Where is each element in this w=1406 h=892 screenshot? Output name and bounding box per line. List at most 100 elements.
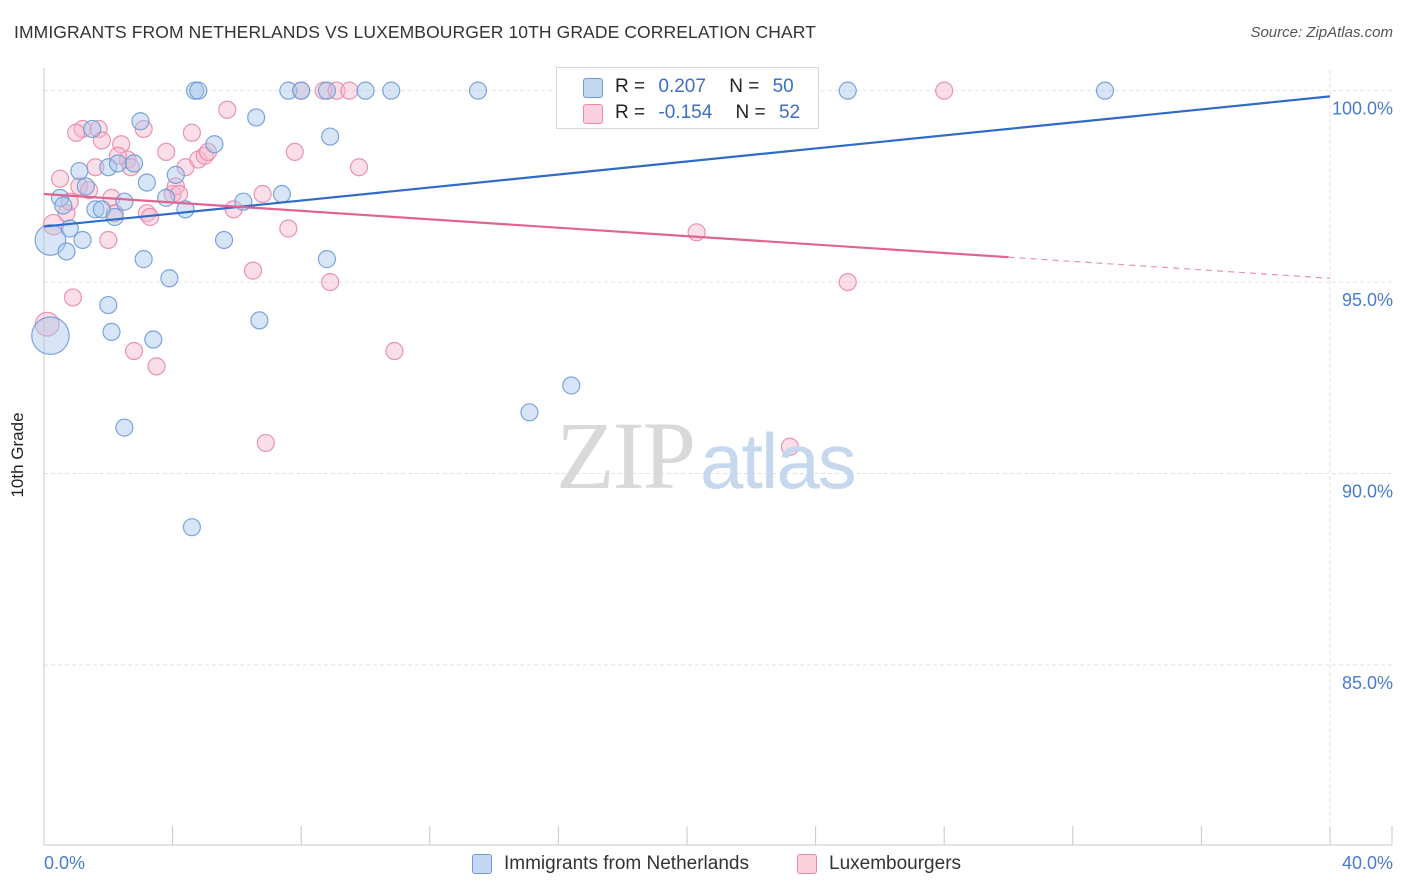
bottom-legend-netherlands: Immigrants from Netherlands [472, 852, 749, 876]
netherlands-point [182, 518, 201, 537]
luxembourger-point [147, 357, 166, 376]
luxembourger-point [327, 81, 346, 100]
netherlands-point [166, 165, 185, 184]
zipatlas-watermark: ZIPatlas [556, 402, 857, 509]
legend-r-label: R = [615, 76, 646, 97]
netherlands-point [83, 119, 102, 139]
netherlands-point [247, 108, 266, 127]
netherlands-point [562, 376, 581, 395]
luxembourger-point [124, 341, 144, 361]
luxembourger-point [70, 177, 89, 196]
netherlands-point [272, 184, 292, 204]
netherlands-point [76, 177, 95, 196]
netherlands-point [137, 173, 156, 192]
netherlands-point [131, 112, 150, 131]
luxembourger-point [63, 288, 83, 307]
luxembourger-point [67, 123, 86, 142]
netherlands-point [321, 127, 340, 146]
luxembourger-point [780, 437, 799, 456]
y-tick-label: 100.0% [1332, 99, 1393, 119]
netherlands-point [54, 196, 73, 215]
bottom-legend-swatch-blue [472, 854, 492, 874]
bottom-legend-label: Luxembourgers [829, 853, 962, 874]
netherlands-point [73, 230, 92, 250]
netherlands-point [102, 322, 121, 341]
luxembourger-point [243, 261, 263, 280]
netherlands-point [292, 81, 311, 100]
netherlands-point [57, 242, 76, 261]
legend-swatch-pink [583, 104, 603, 124]
luxembourger-point [349, 158, 369, 177]
luxembourger-point [50, 169, 70, 188]
y-tick-label: 85.0% [1342, 673, 1393, 693]
y-axis-tick-labels: 85.0% 90.0% 95.0% 100.0% [1332, 99, 1393, 693]
x-tick-label: 0.0% [44, 853, 85, 873]
x-axis-ticks [43, 826, 1393, 845]
netherlands-point [520, 403, 539, 422]
chart-source: Source: ZipAtlas.com [1250, 24, 1393, 41]
netherlands-point [317, 250, 337, 269]
bottom-legend-swatch-pink [797, 854, 817, 874]
legend-r-value: -0.154 [658, 102, 713, 123]
series-netherlands-points [31, 81, 1115, 537]
netherlands-point [34, 224, 67, 256]
luxembourger-point [285, 142, 304, 162]
luxembourger-point [340, 81, 359, 100]
netherlands-point [115, 192, 134, 211]
netherlands-point [382, 81, 401, 100]
luxembourger-point [218, 100, 237, 119]
luxembourger-point [253, 184, 272, 204]
legend-r-label: R = [615, 102, 646, 123]
netherlands-point [105, 207, 124, 227]
luxembourger-point [279, 219, 298, 238]
netherlands-point [205, 135, 224, 154]
gridlines [44, 70, 1392, 845]
netherlands-point [279, 81, 298, 100]
netherlands-point [250, 311, 269, 330]
netherlands-point [160, 269, 179, 288]
luxembourger-point [935, 81, 954, 100]
x-axis-tick-labels: 0.0% 40.0% [44, 853, 1393, 873]
chart-title: IMMIGRANTS FROM NETHERLANDS VS LUXEMBOUR… [14, 22, 816, 42]
luxembourger-point [385, 341, 404, 361]
netherlands-point [99, 295, 118, 315]
x-tick-label: 40.0% [1342, 853, 1393, 873]
netherlands-point [144, 330, 163, 349]
legend-n-label: N = [729, 76, 760, 97]
luxembourger-trend-extension [1008, 256, 1331, 279]
netherlands-point [317, 81, 337, 100]
luxembourger-trend-line [43, 192, 1009, 259]
netherlands-point [468, 81, 488, 100]
netherlands-point [134, 250, 153, 269]
luxembourger-point [99, 230, 118, 250]
luxembourger-point [89, 119, 108, 139]
netherlands-point [838, 81, 857, 100]
luxembourger-point [112, 135, 131, 154]
legend-n-value: 52 [778, 102, 801, 123]
netherlands-point [108, 154, 128, 173]
netherlands-point [189, 81, 208, 100]
legend-n-value: 50 [772, 76, 794, 97]
netherlands-point [115, 418, 134, 437]
bottom-legend-label: Immigrants from Netherlands [504, 853, 749, 874]
legend-n-label: N = [735, 102, 766, 123]
netherlands-point [1095, 81, 1115, 100]
luxembourger-point [182, 123, 201, 142]
netherlands-trend-line [43, 95, 1331, 228]
netherlands-point [99, 158, 118, 177]
netherlands-point [124, 154, 144, 173]
luxembourger-point [157, 142, 176, 162]
legend-stats-box: R = 0.207 N = 50 R = -0.154 N = 52 [556, 67, 819, 129]
luxembourger-point [321, 272, 340, 292]
luxembourger-point [838, 272, 857, 292]
bottom-legend-luxembourgers: Luxembourgers [797, 852, 961, 876]
netherlands-point [214, 230, 234, 250]
netherlands-point [70, 161, 89, 181]
trend-lines [43, 95, 1331, 279]
legend-r-value: 0.207 [658, 76, 706, 97]
y-tick-label: 95.0% [1342, 290, 1393, 310]
netherlands-point [86, 200, 105, 219]
netherlands-point [157, 188, 176, 207]
luxembourger-point [256, 433, 275, 453]
